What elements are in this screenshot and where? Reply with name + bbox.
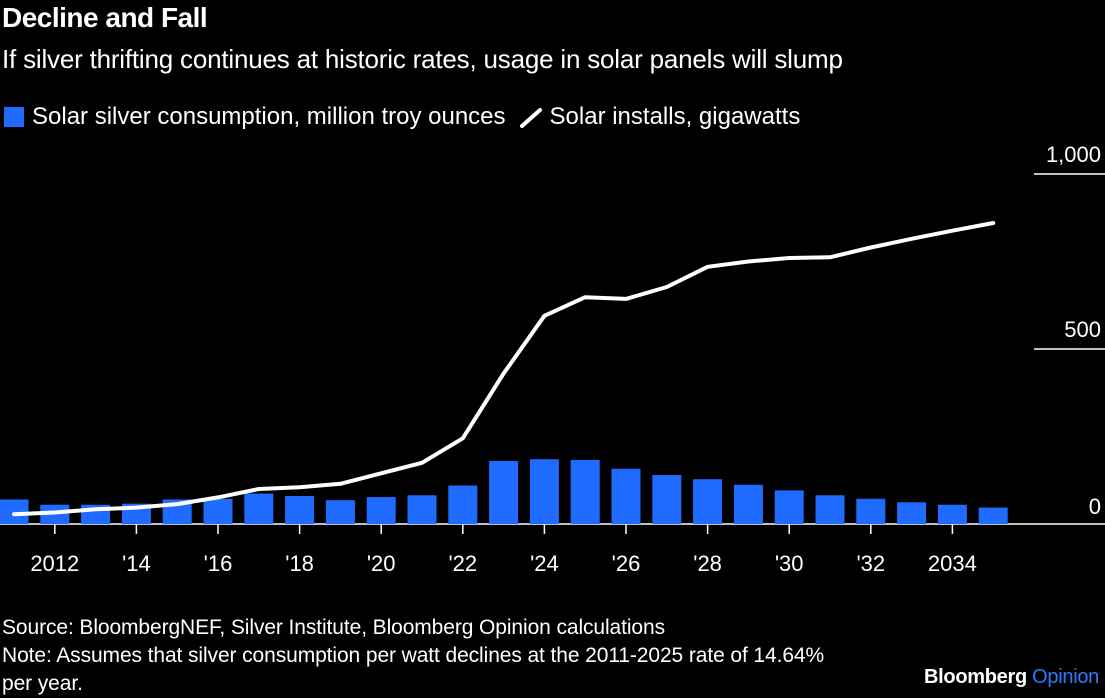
bar-silver-consumption [489, 461, 519, 524]
x-tick-label: '22 [448, 551, 477, 576]
y-tick-label: 0 [1089, 494, 1101, 519]
bar-silver-consumption [325, 500, 355, 524]
x-tick-label: '16 [204, 551, 233, 576]
brand-logo: Bloomberg Opinion [924, 666, 1099, 689]
bar-silver-consumption [611, 468, 641, 524]
bar-silver-consumption [815, 495, 845, 524]
bar-silver-consumption [652, 475, 682, 524]
bar-silver-consumption [856, 498, 886, 524]
legend-item-installs: Solar installs, gigawatts [519, 103, 801, 131]
legend-label-silver: Solar silver consumption, million troy o… [32, 103, 506, 130]
line-solar-installs [12, 221, 996, 517]
x-tick-label: 2034 [928, 551, 977, 576]
legend-item-silver: Solar silver consumption, million troy o… [4, 103, 506, 131]
x-tick-label: '24 [530, 551, 559, 576]
bar-silver-consumption [733, 484, 763, 524]
x-tick-label: '30 [775, 551, 804, 576]
x-tick-label: '26 [612, 551, 641, 576]
x-tick-label: '20 [367, 551, 396, 576]
chart-subtitle: If silver thrifting continues at histori… [2, 44, 843, 74]
bar-silver-consumption [366, 497, 396, 524]
bar-silver-consumption [203, 498, 233, 524]
legend-bar-swatch [4, 107, 24, 127]
bar-silver-consumption [570, 459, 600, 524]
bar-silver-consumption [0, 499, 29, 524]
note-text: Note: Assumes that silver consumption pe… [2, 644, 825, 695]
bar-silver-consumption [693, 479, 723, 524]
bar-silver-consumption [774, 490, 804, 524]
legend-line-swatch [519, 108, 542, 128]
chart-title: Decline and Fall [2, 2, 208, 33]
legend-label-installs: Solar installs, gigawatts [549, 103, 801, 130]
bar-silver-consumption [529, 459, 559, 524]
x-tick-label: '28 [693, 551, 722, 576]
legend: Solar silver consumption, million troy o… [4, 102, 814, 132]
x-tick-label: '18 [285, 551, 314, 576]
bar-silver-consumption [448, 485, 478, 524]
bar-silver-consumption [244, 493, 274, 524]
y-tick-label: 1,000 [1046, 142, 1101, 167]
footer: Source: BloombergNEF, Silver Institute, … [2, 614, 842, 698]
x-tick-label: 2012 [30, 551, 79, 576]
source-text: Source: BloombergNEF, Silver Institute, … [2, 616, 665, 639]
bar-silver-consumption [937, 504, 967, 524]
brand-suffix: Opinion [1032, 666, 1099, 688]
bar-silver-consumption [285, 496, 315, 524]
bar-silver-consumption [407, 495, 437, 524]
brand-name: Bloomberg [924, 666, 1027, 688]
bar-silver-consumption [978, 507, 1008, 524]
x-tick-label: '32 [856, 551, 885, 576]
y-tick-label: 500 [1064, 317, 1101, 342]
bar-silver-consumption [897, 502, 927, 524]
x-tick-label: '14 [122, 551, 151, 576]
